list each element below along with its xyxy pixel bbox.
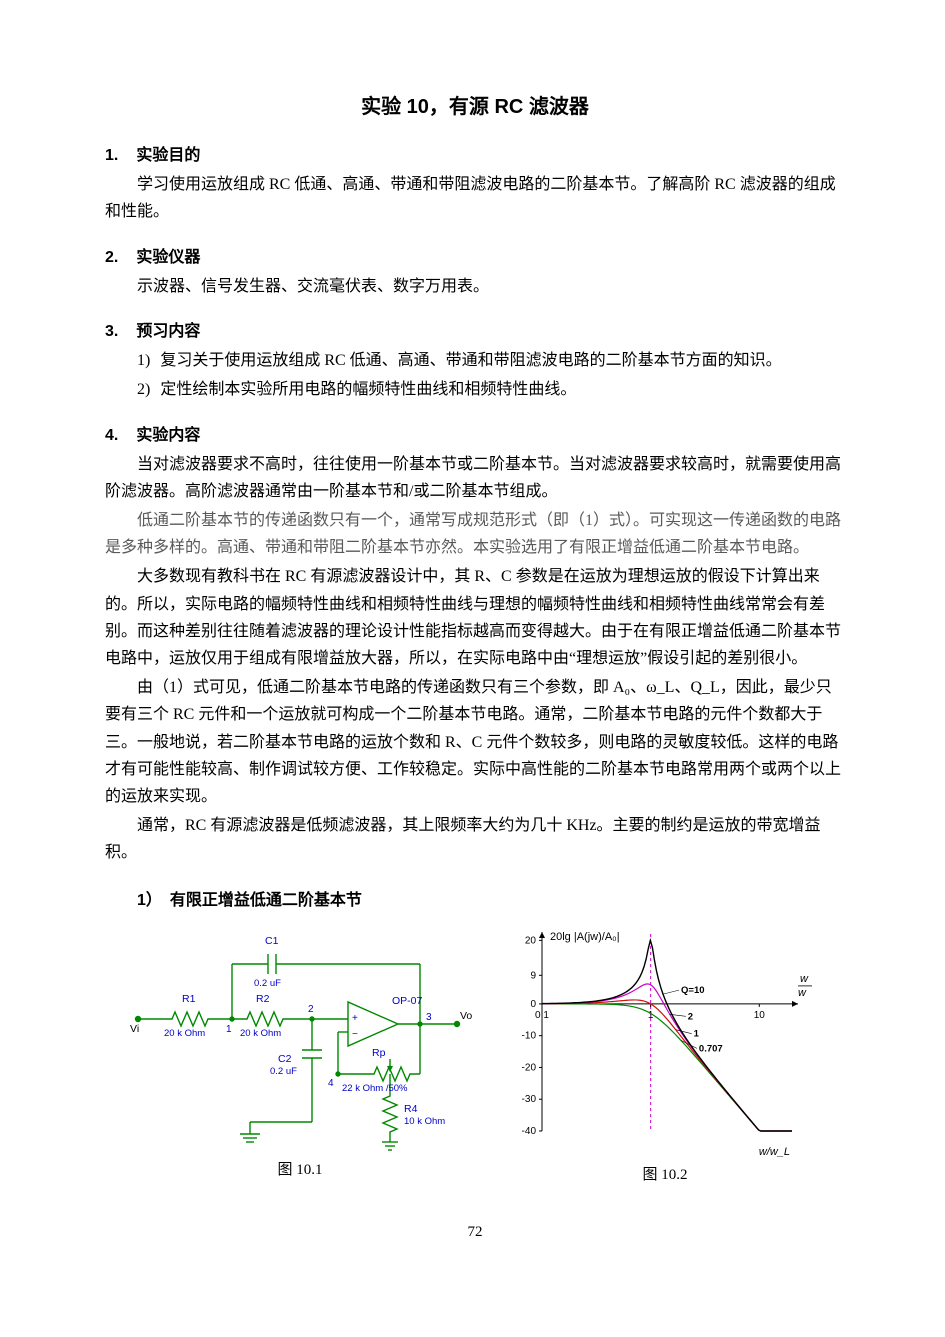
circuit-label-vi: Vi xyxy=(130,1023,139,1035)
circuit-label-r2: R2 xyxy=(256,993,270,1005)
svg-text:Q=10: Q=10 xyxy=(681,985,705,996)
figure-10-1-caption: 图 10.1 xyxy=(277,1158,322,1184)
circuit-label-r2v: 20 k Ohm xyxy=(240,1028,281,1039)
section-4-heading: 4. 实验内容 xyxy=(105,422,845,449)
circuit-label-c1: C1 xyxy=(265,935,279,947)
section-3-item-1: 1) 复习关于使用运放组成 RC 低通、高通、带通和带阻滤波电路的二阶基本节方面的… xyxy=(105,347,845,374)
svg-text:0.1: 0.1 xyxy=(535,1010,549,1021)
svg-text:w: w xyxy=(800,973,809,985)
figure-10-1: + − xyxy=(120,924,480,1189)
page-title: 实验 10，有源 RC 滤波器 xyxy=(105,90,845,124)
svg-text:w/w_L: w/w_L xyxy=(759,1146,790,1158)
circuit-node-3: 3 xyxy=(426,1012,432,1023)
circuit-label-op: OP-07 xyxy=(392,995,423,1007)
svg-text:20lg |A(jw)/A₀|: 20lg |A(jw)/A₀| xyxy=(550,931,620,943)
section-1-title: 实验目的 xyxy=(136,147,200,164)
circuit-label-rp: Rp xyxy=(372,1047,386,1059)
section-4-title: 实验内容 xyxy=(136,427,200,444)
svg-text:10: 10 xyxy=(754,1010,766,1021)
section-4-p1: 当对滤波器要求不高时，往往使用一阶基本节或二阶基本节。当对滤波器要求较高时，就需… xyxy=(105,451,845,505)
circuit-node-2: 2 xyxy=(308,1004,314,1015)
figure-10-2-caption: 图 10.2 xyxy=(642,1163,687,1189)
section-4-p2: 低通二阶基本节的传递函数只有一个，通常写成规范形式（即（1）式）。可实现这一传递… xyxy=(105,507,845,561)
svg-text:0.707: 0.707 xyxy=(699,1043,723,1054)
svg-text:w: w xyxy=(798,987,807,999)
page: 实验 10，有源 RC 滤波器 1. 实验目的 学习使用运放组成 RC 低通、高通… xyxy=(0,0,945,1296)
circuit-label-c2: C2 xyxy=(278,1053,292,1065)
svg-text:0: 0 xyxy=(530,999,536,1010)
circuit-label-r4: R4 xyxy=(404,1103,418,1115)
circuit-label-rpv: 22 k Ohm /50% xyxy=(342,1083,408,1094)
figure-10-2: 20 9 0 -10 -20 -30 -40 0.1 1 10 20lg |A(jw)/A₀| ww Q… xyxy=(500,924,830,1189)
section-3-item-1-num: 1) xyxy=(137,352,150,369)
section-1-p1: 学习使用运放组成 RC 低通、高通、带通和带阻滤波电路的二阶基本节。了解高阶 R… xyxy=(105,171,845,225)
section-4-p3: 大多数现有教科书在 RC 有源滤波器设计中，其 R、C 参数是在运放为理想运放的… xyxy=(105,563,845,672)
section-3-item-1-text: 复习关于使用运放组成 RC 低通、高通、带通和带阻滤波电路的二阶基本节方面的知识… xyxy=(160,352,781,369)
section-1-heading: 1. 实验目的 xyxy=(105,142,845,169)
bode-chart: 20 9 0 -10 -20 -30 -40 0.1 1 10 20lg |A(jw)/A₀| ww Q… xyxy=(500,924,830,1159)
svg-text:1: 1 xyxy=(694,1028,700,1039)
section-3-heading: 3. 预习内容 xyxy=(105,318,845,345)
svg-text:−: − xyxy=(352,1029,358,1040)
circuit-label-r4v: 10 k Ohm xyxy=(404,1116,445,1127)
svg-text:-20: -20 xyxy=(522,1062,537,1073)
circuit-label-c2v: 0.2 uF xyxy=(270,1066,297,1077)
section-4-num: 4. xyxy=(105,427,118,444)
section-3-title: 预习内容 xyxy=(136,323,200,340)
section-2-num: 2. xyxy=(105,249,118,266)
section-3-item-2-text: 定性绘制本实验所用电路的幅频特性曲线和相频特性曲线。 xyxy=(160,381,576,398)
section-4-p5: 通常，RC 有源滤波器是低频滤波器，其上限频率大约为几十 KHz。主要的制约是运… xyxy=(105,812,845,866)
svg-text:-40: -40 xyxy=(522,1126,537,1137)
circuit-node-1: 1 xyxy=(226,1024,232,1035)
subsection-1-heading: 1） 有限正增益低通二阶基本节 xyxy=(105,887,845,914)
section-2-title: 实验仪器 xyxy=(136,249,200,266)
circuit-label-r1: R1 xyxy=(182,993,196,1005)
section-3-item-2-num: 2) xyxy=(137,381,150,398)
svg-text:-30: -30 xyxy=(522,1094,537,1105)
section-3-item-2: 2) 定性绘制本实验所用电路的幅频特性曲线和相频特性曲线。 xyxy=(105,376,845,403)
svg-text:2: 2 xyxy=(688,1011,693,1022)
svg-text:9: 9 xyxy=(530,970,536,981)
figures-row: + − xyxy=(105,924,845,1189)
subsection-1-title: 有限正增益低通二阶基本节 xyxy=(170,892,362,909)
section-4-p4: 由（1）式可见，低通二阶基本节电路的传递函数只有三个参数，即 A₀、ω_L、Q_… xyxy=(105,674,845,810)
circuit-diagram: + − xyxy=(120,924,480,1154)
section-2-heading: 2. 实验仪器 xyxy=(105,244,845,271)
subsection-1-num: 1） xyxy=(137,892,154,909)
circuit-label-r1v: 20 k Ohm xyxy=(164,1028,205,1039)
section-3-num: 3. xyxy=(105,323,118,340)
svg-text:-10: -10 xyxy=(522,1030,537,1041)
svg-text:+: + xyxy=(352,1013,358,1024)
page-number: 72 xyxy=(105,1220,845,1246)
svg-text:20: 20 xyxy=(525,935,537,946)
circuit-label-vo: Vo xyxy=(460,1010,472,1022)
section-1-num: 1. xyxy=(105,147,118,164)
circuit-node-4: 4 xyxy=(328,1078,334,1089)
section-2-p1: 示波器、信号发生器、交流毫伏表、数字万用表。 xyxy=(105,273,845,300)
circuit-label-c1v: 0.2 uF xyxy=(254,978,281,989)
